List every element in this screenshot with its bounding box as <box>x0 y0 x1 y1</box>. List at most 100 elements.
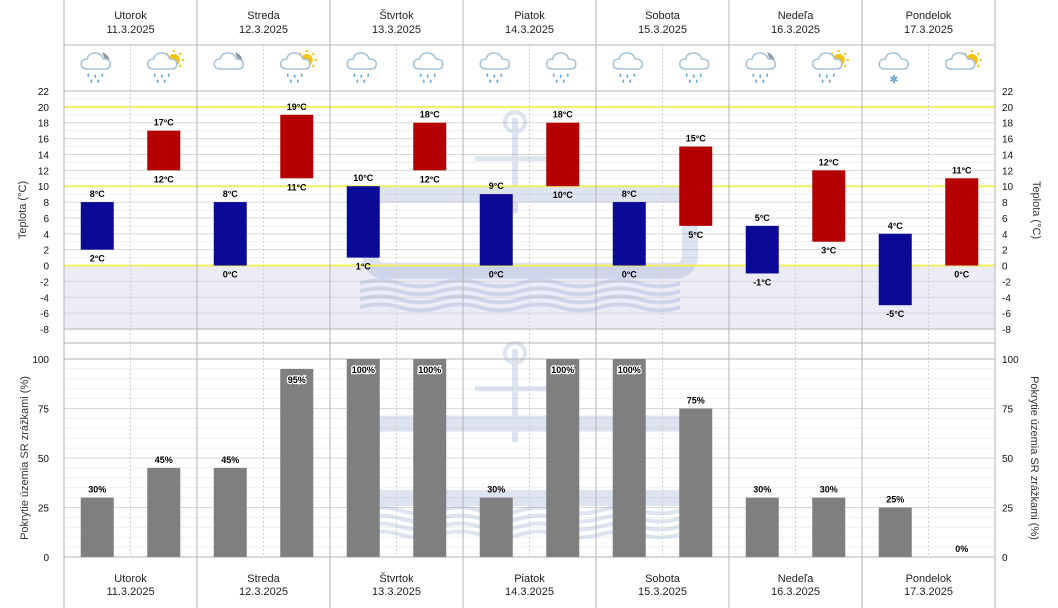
precipitation-tick-left: 25 <box>38 504 50 515</box>
precipitation-label: 45% <box>221 455 239 465</box>
day-date-bottom: 17.3.2025 <box>904 586 953 598</box>
precipitation-bar <box>878 507 912 557</box>
precipitation-tick-left: 75 <box>38 405 50 416</box>
precipitation-bar <box>413 359 447 557</box>
precipitation-bar <box>812 497 846 557</box>
day-temperature-bar <box>812 170 846 242</box>
temperature-low-label: 12°C <box>154 174 175 184</box>
day-date-top: 13.3.2025 <box>372 24 421 36</box>
day-date-bottom: 12.3.2025 <box>239 586 288 598</box>
precipitation-axis-title-right: Pokrytie územia SR zrážkami (%) <box>1028 376 1040 540</box>
day-name-top: Pondelok <box>906 10 952 22</box>
temperature-tick-right: 4 <box>1002 230 1008 241</box>
night-temperature-bar <box>612 202 646 266</box>
temperature-tick-left: 22 <box>38 87 50 98</box>
temperature-tick-left: -8 <box>40 325 49 336</box>
day-name-top: Piatok <box>514 10 545 22</box>
temperature-high-label: 9°C <box>489 181 505 191</box>
day-date-top: 14.3.2025 <box>505 24 554 36</box>
day-name-bottom: Utorok <box>114 573 147 585</box>
temperature-tick-left: 14 <box>38 150 50 161</box>
day-temperature-bar <box>147 130 181 171</box>
day-temperature-bar <box>280 114 314 179</box>
temperature-tick-right: 10 <box>1002 182 1014 193</box>
temperature-tick-left: 16 <box>38 135 50 146</box>
precipitation-tick-right: 100 <box>1002 355 1019 366</box>
day-name-bottom: Streda <box>247 573 280 585</box>
watermark-arm <box>475 156 550 162</box>
day-date-bottom: 13.3.2025 <box>372 586 421 598</box>
watermark-wave <box>359 278 681 289</box>
day-name-bottom: Štvrtok <box>379 572 414 585</box>
precipitation-tick-right: 0 <box>1002 553 1008 564</box>
temperature-tick-right: -6 <box>1002 309 1011 320</box>
precipitation-label: 75% <box>687 396 705 406</box>
temperature-high-label: 19°C <box>287 102 308 112</box>
precipitation-label: 30% <box>820 485 838 495</box>
temperature-low-label: 11°C <box>287 182 307 192</box>
temperature-low-label: -1°C <box>753 277 772 287</box>
temperature-tick-left: 4 <box>43 230 49 241</box>
precipitation-label: 100% <box>551 365 574 375</box>
temperature-tick-left: 10 <box>38 182 50 193</box>
day-date-top: 16.3.2025 <box>771 24 820 36</box>
day-temperature-bar <box>413 122 447 171</box>
temperature-high-label: 8°C <box>90 189 106 199</box>
temperature-high-label: 18°C <box>553 110 574 120</box>
precipitation-label: 30% <box>88 485 106 495</box>
day-temperature-bar <box>945 178 979 266</box>
watermark-wave <box>359 302 681 313</box>
precipitation-label: 30% <box>753 485 771 495</box>
precipitation-tick-right: 75 <box>1002 405 1014 416</box>
precipitation-label: 0% <box>955 544 968 554</box>
temperature-low-label: 10°C <box>553 190 574 200</box>
temperature-low-label: 0°C <box>622 270 638 280</box>
temperature-tick-right: -2 <box>1002 277 1011 288</box>
day-name-bottom: Piatok <box>514 573 545 585</box>
temperature-high-label: 8°C <box>622 189 638 199</box>
icon-band <box>64 45 995 91</box>
precipitation-bar <box>147 467 181 557</box>
temperature-tick-left: 8 <box>43 198 49 209</box>
precipitation-label: 100% <box>418 365 441 375</box>
temperature-low-label: -5°C <box>886 309 905 319</box>
night-temperature-bar <box>213 202 247 266</box>
temperature-tick-right: 22 <box>1002 87 1014 98</box>
temperature-tick-right: -8 <box>1002 325 1011 336</box>
precipitation-bar <box>745 497 779 557</box>
temperature-tick-left: -6 <box>40 309 49 320</box>
watermark-wave <box>359 294 681 305</box>
temperature-low-label: 0°C <box>954 270 970 280</box>
day-name-top: Utorok <box>114 10 147 22</box>
temperature-axis-title-left: Teplota (°C) <box>17 181 29 239</box>
watermark-mast <box>512 349 518 443</box>
temperature-low-label: 3°C <box>821 246 837 256</box>
temperature-tick-left: -2 <box>40 277 49 288</box>
day-date-bottom: 14.3.2025 <box>505 586 554 598</box>
night-temperature-bar <box>745 225 779 274</box>
temperature-tick-right: 16 <box>1002 135 1014 146</box>
night-temperature-bar <box>346 186 380 258</box>
temperature-tick-left: 6 <box>43 214 49 225</box>
temperature-tick-right: -4 <box>1002 293 1011 304</box>
temperature-low-label: 5°C <box>688 230 704 240</box>
temperature-high-label: 11°C <box>952 165 972 175</box>
watermark-mast <box>512 118 518 214</box>
precipitation-tick-left: 0 <box>43 553 49 564</box>
temperature-tick-right: 2 <box>1002 246 1008 257</box>
day-date-top: 15.3.2025 <box>638 24 687 36</box>
temperature-tick-left: 20 <box>38 103 50 114</box>
watermark-arm <box>475 386 550 392</box>
header-band <box>64 0 995 45</box>
temperature-tick-right: 20 <box>1002 103 1014 114</box>
precipitation-bar <box>346 359 380 557</box>
precipitation-bar <box>679 408 713 557</box>
temperature-axis-title-right: Teplota (°C) <box>1030 181 1042 239</box>
night-temperature-bar <box>80 202 114 250</box>
precipitation-label: 25% <box>886 495 904 505</box>
temperature-high-label: 17°C <box>154 118 175 128</box>
precipitation-tick-right: 50 <box>1002 454 1014 465</box>
day-date-bottom: 11.3.2025 <box>106 586 154 598</box>
precipitation-bar <box>479 497 513 557</box>
